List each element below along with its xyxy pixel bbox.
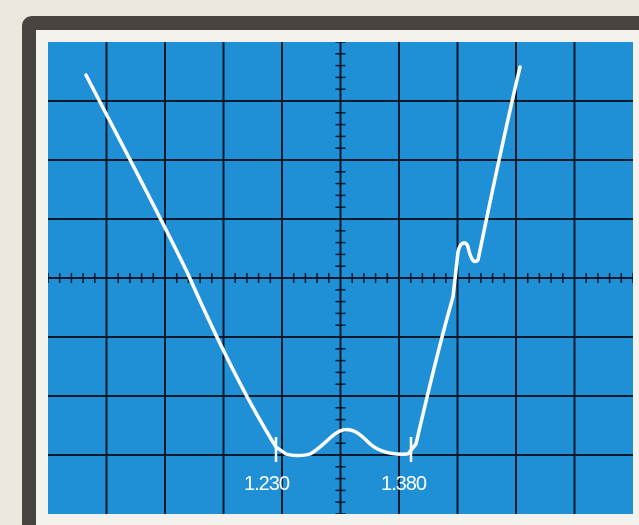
scope-display [48,42,633,514]
marker-label-left: 1.230 [244,473,290,495]
marker-label-right: 1.380 [381,473,427,495]
waveform-trace [84,65,522,458]
oscilloscope-screen: 1.230 1.380 [48,42,633,514]
